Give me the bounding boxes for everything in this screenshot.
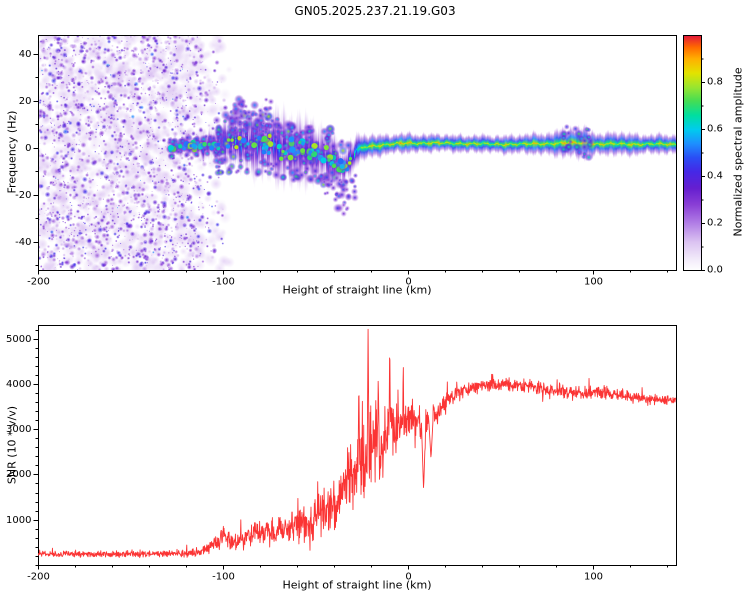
figure-title: GN05.2025.237.21.19.G03: [294, 4, 456, 18]
top-y-axis-label: Frequency (Hz): [5, 110, 19, 194]
bottom-y-axis-label: SNR (10 * v/v): [5, 405, 19, 485]
bottom-x-axis-label: Height of straight line (km): [282, 578, 432, 592]
colorbar-label: Normalized spectral amplitude: [731, 67, 745, 237]
top-x-axis-label: Height of straight line (km): [282, 283, 432, 297]
